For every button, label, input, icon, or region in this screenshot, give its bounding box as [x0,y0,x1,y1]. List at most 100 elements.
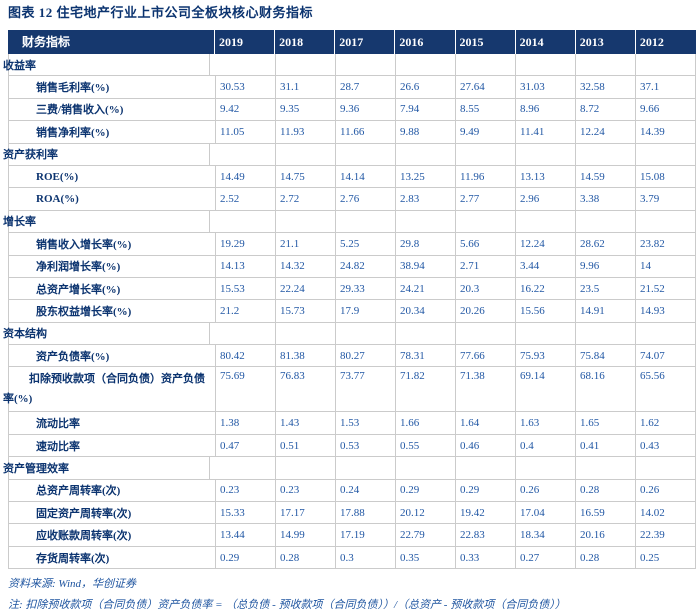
value-cell: 75.69 [216,367,276,412]
value-cell: 2.52 [216,188,276,210]
value-cell: 15.33 [216,502,276,524]
value-cell [576,210,636,233]
financial-indicators-table: 财务指标 2019 2018 2017 2016 2015 2014 2013 2012 收益率… [3,30,696,570]
value-cell: 15.73 [276,300,336,322]
value-cell: 81.38 [276,345,336,367]
value-cell [516,143,576,165]
column-header-year: 2014 [516,30,576,54]
value-cell: 9.96 [576,255,636,277]
table-header-row: 财务指标 2019 2018 2017 2016 2015 2014 2013 2012 [8,30,696,54]
column-header-year: 2012 [639,35,664,49]
table-row: 销售收入增长率(%) 19.29 21.1 5.25 29.8 5.66 12.24 28.6… [8,233,696,256]
value-cell: 11.96 [456,165,516,188]
value-cell: 14.91 [576,300,636,322]
section-row: 收益率 [3,54,696,77]
section-row: 资产获利率 [3,143,696,166]
value-cell: 2.71 [456,255,516,277]
value-cell: 5.66 [456,233,516,255]
value-cell: 37.1 [636,76,696,98]
value-cell: 0.51 [276,434,336,457]
row-label: ROE(%) [9,165,216,188]
value-cell [396,457,456,479]
section-row: 增长率 [3,210,696,234]
value-cell: 21.1 [276,233,336,255]
value-cell: 0.46 [456,434,516,457]
value-cell: 27.64 [456,76,516,98]
column-header-indicator: 财务指标 [8,30,215,54]
value-cell [636,210,696,233]
row-label: 流动比率 [9,412,216,434]
value-cell: 11.05 [216,121,276,143]
value-cell [516,210,576,233]
value-cell: 0.26 [516,479,576,502]
value-cell [456,210,516,233]
value-cell: 68.16 [576,367,636,412]
value-cell: 17.17 [276,502,336,524]
value-cell: 15.08 [636,165,696,188]
value-cell: 11.93 [276,121,336,143]
value-cell: 71.38 [456,367,516,412]
value-cell: 13.25 [396,165,456,188]
value-cell: 5.25 [336,233,396,255]
value-cell: 29.8 [396,233,456,255]
value-cell [336,143,396,165]
table-row: 资产负债率(%) 80.42 81.38 80.27 78.31 77.66 75.93 75… [8,345,696,368]
note-line: 注: 扣除预收款项（合同负债）资产负债率 = （总负债 - 预收款项（合同负债）… [8,599,566,612]
value-cell: 22.39 [636,524,696,546]
value-cell: 16.59 [576,502,636,524]
row-label: 销售毛利率(%) [9,76,216,98]
value-cell [276,54,336,76]
value-cell: 0.41 [576,434,636,457]
value-cell: 13.13 [516,165,576,188]
table-body: 收益率 销售毛利率(%) 30.53 31.1 28.7 26.6 27.64 31.03 32… [3,54,696,570]
value-cell: 18.34 [516,524,576,546]
value-cell: 65.56 [636,367,696,412]
value-cell: 32.58 [576,76,636,98]
table-row: 销售净利率(%) 11.05 11.93 11.66 9.88 9.49 11.41 12.2… [8,121,696,144]
column-header-year: 2016 [395,30,456,54]
value-cell: 0.55 [396,434,456,457]
value-cell: 24.21 [396,277,456,300]
value-cell: 9.42 [216,98,276,121]
value-cell: 75.93 [516,345,576,367]
value-cell [396,322,456,345]
value-cell: 1.38 [216,412,276,434]
section-label: 增长率 [3,210,210,233]
value-cell: 24.82 [336,255,396,277]
value-cell: 29.33 [336,277,396,300]
row-label: ROA(%) [9,188,216,210]
column-header-year: 2017 [335,30,396,54]
value-cell: 2.83 [396,188,456,210]
value-cell: 1.62 [636,412,696,434]
table-row: 扣除预收款项（合同负债）资产负债率(%) 75.69 76.83 73.77 71.82… [3,367,696,413]
value-cell [276,210,336,233]
value-cell: 7.94 [396,98,456,121]
value-cell: 22.83 [456,524,516,546]
value-cell: 15.56 [516,300,576,322]
value-cell: 9.88 [396,121,456,143]
column-header-year: 2015 [456,30,516,54]
row-label: 扣除预收款项（合同负债）资产负债率(%) [3,367,216,412]
value-cell: 0.28 [576,479,636,502]
value-cell: 8.96 [516,98,576,121]
row-label: 应收账款周转率(次) [9,524,216,546]
column-header-year: 2013 [576,30,636,54]
value-cell: 0.28 [276,546,336,569]
value-cell: 14.59 [576,165,636,188]
value-cell: 0.35 [396,546,456,569]
value-cell: 14 [636,255,696,277]
section-label: 收益率 [3,54,210,76]
row-label: 净利润增长率(%) [9,255,216,277]
value-cell [516,322,576,345]
value-cell: 11.41 [516,121,576,143]
value-cell: 28.62 [576,233,636,255]
value-cell: 9.36 [336,98,396,121]
value-cell: 3.79 [636,188,696,210]
value-cell [216,143,276,165]
value-cell: 0.4 [516,434,576,457]
value-cell [336,457,396,479]
value-cell: 75.84 [576,345,636,367]
value-cell: 76.83 [276,367,336,412]
value-cell: 3.44 [516,255,576,277]
